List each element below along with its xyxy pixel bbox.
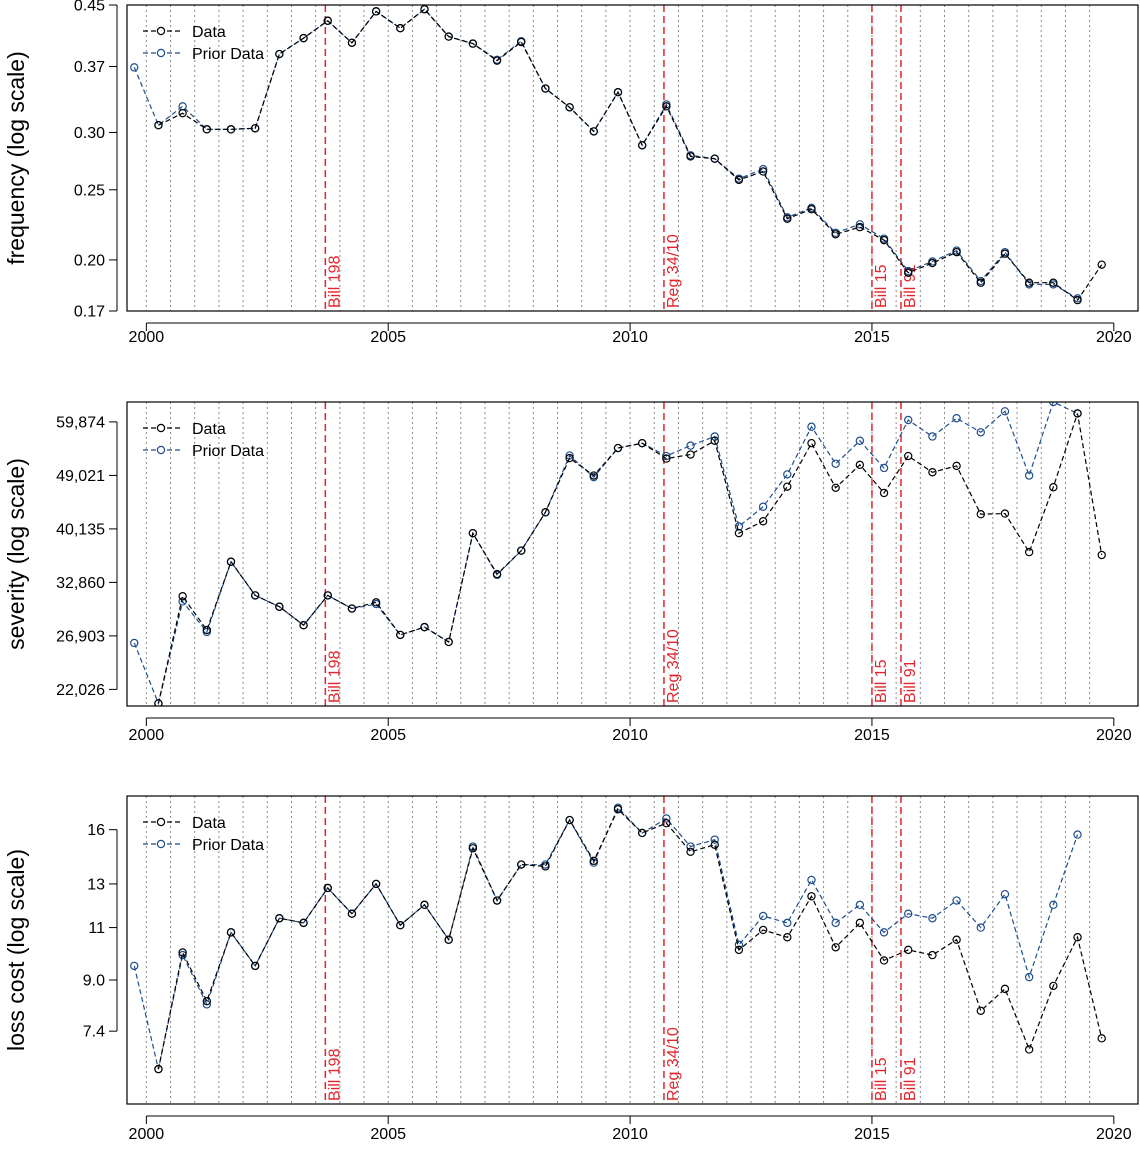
y-tick-label: 0.45 bbox=[74, 0, 105, 15]
legend-label: Prior Data bbox=[192, 46, 264, 63]
y-tick-label: 0.30 bbox=[74, 125, 105, 142]
legend-swatch-marker bbox=[157, 27, 164, 34]
data-point bbox=[784, 483, 791, 490]
legend-label: Prior Data bbox=[192, 837, 264, 854]
y-tick-label: 26,903 bbox=[56, 628, 105, 645]
data-point bbox=[179, 103, 186, 110]
legend-swatch-marker bbox=[157, 818, 164, 825]
data-point bbox=[856, 919, 863, 926]
y-tick-label: 13 bbox=[87, 876, 105, 893]
event-label: Bill 198 bbox=[326, 1048, 343, 1101]
x-tick-label: 2015 bbox=[854, 1126, 890, 1143]
data-point bbox=[687, 848, 694, 855]
data-point bbox=[929, 433, 936, 440]
data-point bbox=[1026, 549, 1033, 556]
data-point bbox=[1098, 551, 1105, 558]
y-tick-label: 49,021 bbox=[56, 468, 105, 485]
event-label: Bill 198 bbox=[326, 650, 343, 703]
data-point bbox=[1098, 1035, 1105, 1042]
legend-label: Data bbox=[192, 421, 226, 438]
data-point bbox=[397, 631, 404, 638]
data-point bbox=[832, 460, 839, 467]
plot-frame bbox=[127, 796, 1138, 1104]
x-tick-label: 2000 bbox=[129, 1126, 165, 1143]
event-label: Bill 91 bbox=[902, 659, 919, 703]
data-point bbox=[977, 1007, 984, 1014]
x-tick-label: 2000 bbox=[129, 727, 165, 744]
data-point bbox=[856, 901, 863, 908]
data-point bbox=[808, 440, 815, 447]
data-point bbox=[808, 876, 815, 883]
x-tick-label: 2005 bbox=[370, 1126, 406, 1143]
x-tick-label: 2015 bbox=[854, 329, 890, 346]
y-tick-label: 0.37 bbox=[74, 59, 105, 76]
series-group bbox=[131, 6, 1106, 304]
data-point bbox=[397, 25, 404, 32]
legend: Data Prior Data bbox=[143, 421, 264, 460]
event-label: Bill 198 bbox=[326, 255, 343, 308]
x-tick-label: 2020 bbox=[1096, 727, 1132, 744]
series-group bbox=[131, 804, 1106, 1073]
y-tick-label: 32,860 bbox=[56, 575, 105, 592]
chart-panel-2: Bill 198 Reg 34/10 Bill 15 Bill 91 2000 2005 2… bbox=[3, 398, 1138, 744]
y-axis-label: loss cost (log scale) bbox=[3, 849, 29, 1051]
data-point bbox=[1098, 261, 1105, 268]
data-point bbox=[953, 415, 960, 422]
legend: Data Prior Data bbox=[143, 815, 264, 854]
legend-swatch-marker bbox=[157, 446, 164, 453]
data-point bbox=[1001, 985, 1008, 992]
event-label: Bill 15 bbox=[873, 659, 890, 703]
series-group bbox=[131, 398, 1106, 707]
y-tick-label: 0.25 bbox=[74, 182, 105, 199]
x-tick-label: 2015 bbox=[854, 727, 890, 744]
event-label: Reg 34/10 bbox=[665, 1027, 682, 1101]
data-point bbox=[784, 919, 791, 926]
legend-swatch-marker bbox=[157, 49, 164, 56]
data-point bbox=[1001, 891, 1008, 898]
x-tick-label: 2005 bbox=[370, 329, 406, 346]
event-label: Bill 15 bbox=[873, 1057, 890, 1101]
data-point bbox=[131, 962, 138, 969]
legend-label: Data bbox=[192, 815, 226, 832]
y-tick-label: 7.4 bbox=[83, 1024, 105, 1041]
y-tick-label: 9.0 bbox=[83, 973, 105, 990]
data-point bbox=[131, 64, 138, 71]
y-tick-label: 0.17 bbox=[74, 304, 105, 321]
event-label: Reg 34/10 bbox=[665, 629, 682, 703]
y-tick-label: 16 bbox=[87, 822, 105, 839]
x-tick-label: 2010 bbox=[612, 727, 648, 744]
data-point bbox=[131, 639, 138, 646]
legend: Data Prior Data bbox=[143, 24, 264, 63]
x-tick-label: 2000 bbox=[129, 329, 165, 346]
data-point bbox=[687, 442, 694, 449]
y-tick-label: 11 bbox=[88, 920, 105, 937]
y-axis-label: severity (log scale) bbox=[3, 458, 29, 650]
y-tick-label: 22,026 bbox=[56, 682, 105, 699]
y-tick-label: 40,135 bbox=[56, 521, 105, 538]
event-label: Bill 91 bbox=[902, 1057, 919, 1101]
y-axis-label: frequency (log scale) bbox=[3, 51, 29, 265]
chart-panel-3: Bill 198 Reg 34/10 Bill 15 Bill 91 2000 2005 2… bbox=[3, 796, 1138, 1143]
legend-label: Data bbox=[192, 24, 226, 41]
data-point bbox=[1026, 472, 1033, 479]
event-label: Reg 34/10 bbox=[665, 234, 682, 308]
data-point bbox=[276, 50, 283, 57]
legend-swatch-marker bbox=[157, 424, 164, 431]
legend-swatch-marker bbox=[157, 840, 164, 847]
x-tick-label: 2020 bbox=[1096, 1126, 1132, 1143]
x-tick-label: 2005 bbox=[370, 727, 406, 744]
x-tick-label: 2020 bbox=[1096, 329, 1132, 346]
event-label: Bill 15 bbox=[873, 264, 890, 308]
x-tick-label: 2010 bbox=[612, 1126, 648, 1143]
y-tick-label: 0.20 bbox=[74, 252, 105, 269]
data-point bbox=[1026, 1046, 1033, 1053]
y-tick-label: 59,874 bbox=[56, 414, 105, 431]
x-tick-label: 2010 bbox=[612, 329, 648, 346]
data-point bbox=[784, 471, 791, 478]
plot-frame bbox=[127, 402, 1138, 706]
legend-label: Prior Data bbox=[192, 443, 264, 460]
